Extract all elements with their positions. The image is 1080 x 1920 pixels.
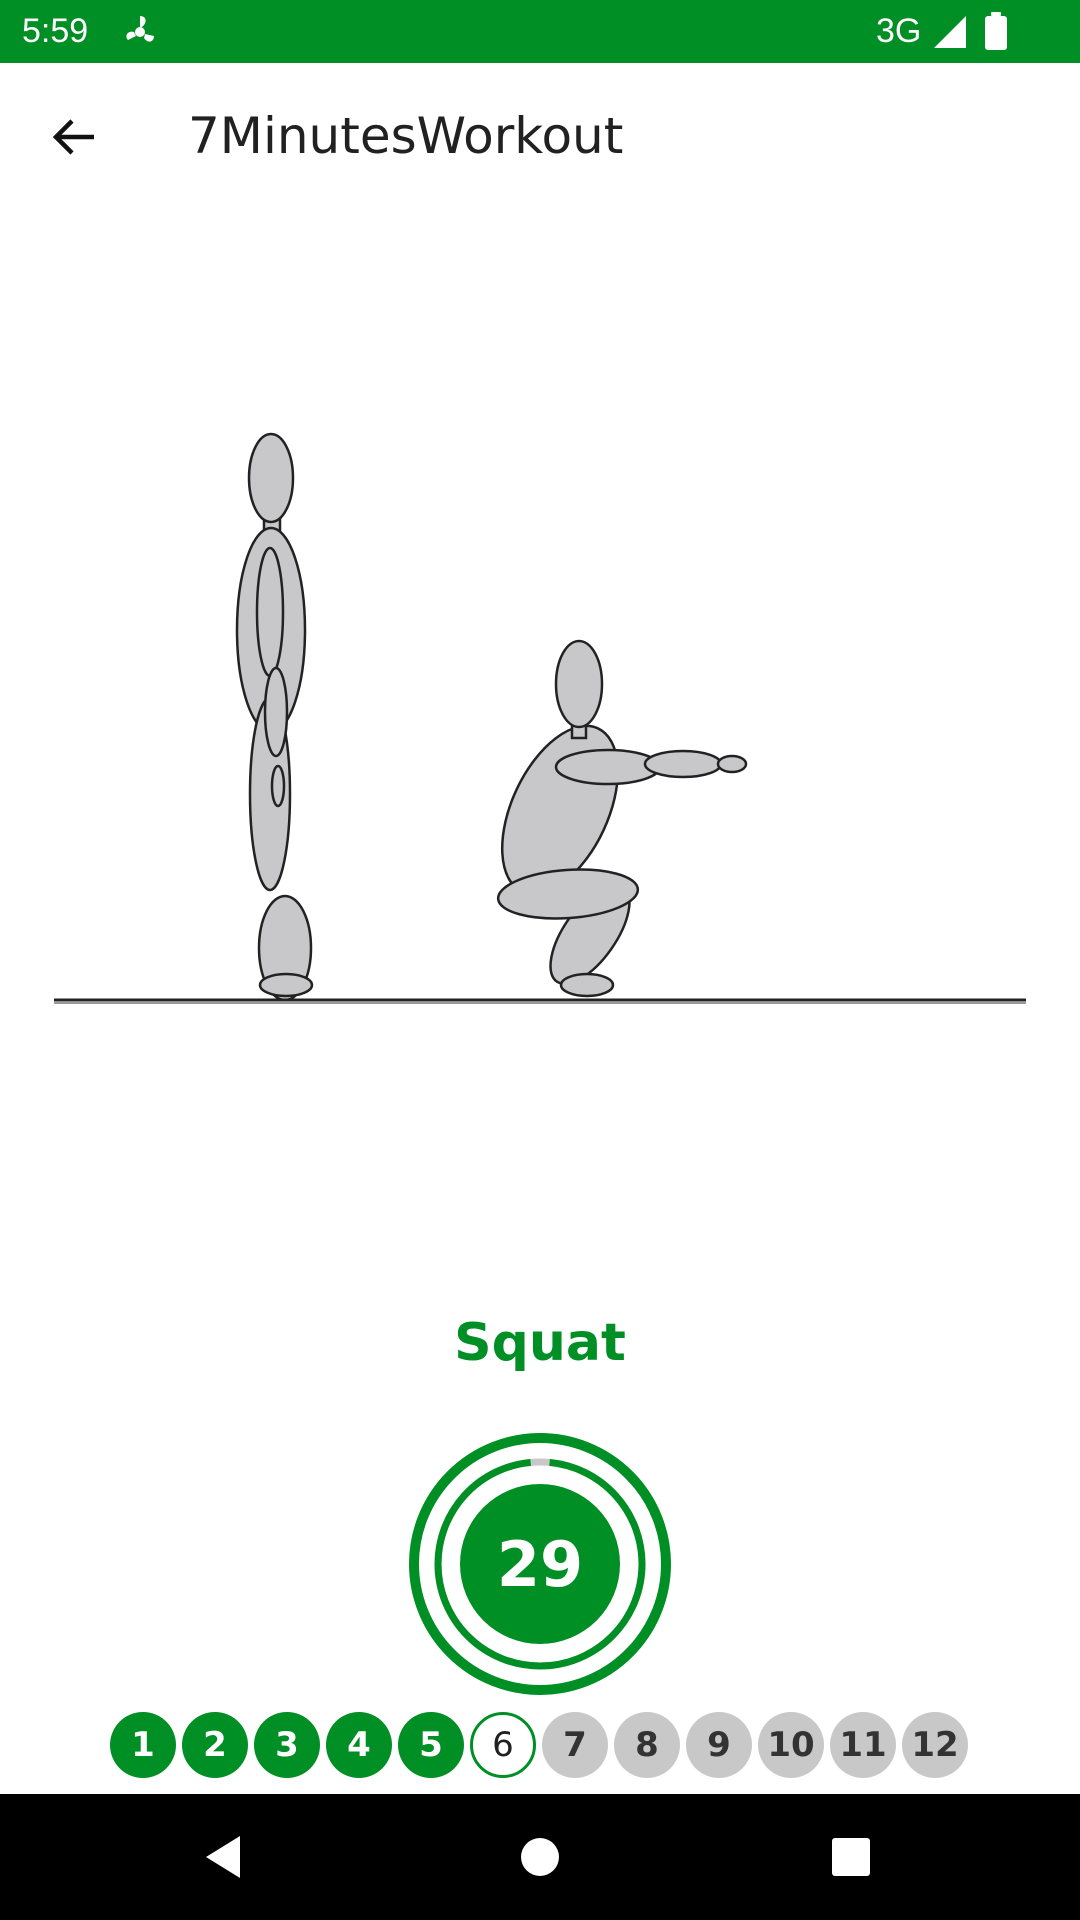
back-triangle-icon [206, 1836, 240, 1878]
step-4: 4 [326, 1712, 392, 1778]
fan-icon [126, 16, 154, 42]
exercise-illustration [54, 432, 1026, 1004]
step-12: 12 [902, 1712, 968, 1778]
timer-ring [409, 1433, 671, 1695]
nav-home-button[interactable] [507, 1824, 573, 1890]
nav-recents-button[interactable] [818, 1824, 884, 1890]
step-9: 9 [686, 1712, 752, 1778]
app-title: 7MinutesWorkout [188, 107, 624, 165]
squat-figure [496, 639, 748, 998]
step-5: 5 [398, 1712, 464, 1778]
battery-icon [985, 12, 1007, 50]
recents-square-icon [832, 1838, 870, 1876]
step-11: 11 [830, 1712, 896, 1778]
step-6: 6 [470, 1712, 536, 1778]
standing-figure [235, 432, 314, 1002]
app-bar: 7MinutesWorkout [0, 63, 1080, 210]
step-10: 10 [758, 1712, 824, 1778]
network-type: 3G [876, 12, 922, 50]
exercise-name: Squat [454, 1313, 626, 1373]
status-bar: 5:59 3G [0, 0, 1080, 63]
step-2: 2 [182, 1712, 248, 1778]
back-button[interactable] [36, 105, 112, 169]
step-8: 8 [614, 1712, 680, 1778]
exercise-progress: 1 2 3 4 5 6 7 8 9 10 11 12 [110, 1712, 970, 1778]
step-7: 7 [542, 1712, 608, 1778]
timer-value: 29 [496, 1527, 584, 1601]
signal-icon [934, 16, 966, 48]
exercise-timer: 29 [408, 1432, 672, 1696]
status-time: 5:59 [22, 12, 89, 50]
arrow-back-icon [52, 119, 94, 155]
navigation-bar [0, 1794, 1080, 1920]
home-circle-icon [521, 1838, 559, 1876]
timer-progress-arc [434, 1458, 646, 1670]
step-1: 1 [110, 1712, 176, 1778]
step-3: 3 [254, 1712, 320, 1778]
nav-back-button[interactable] [192, 1824, 258, 1890]
